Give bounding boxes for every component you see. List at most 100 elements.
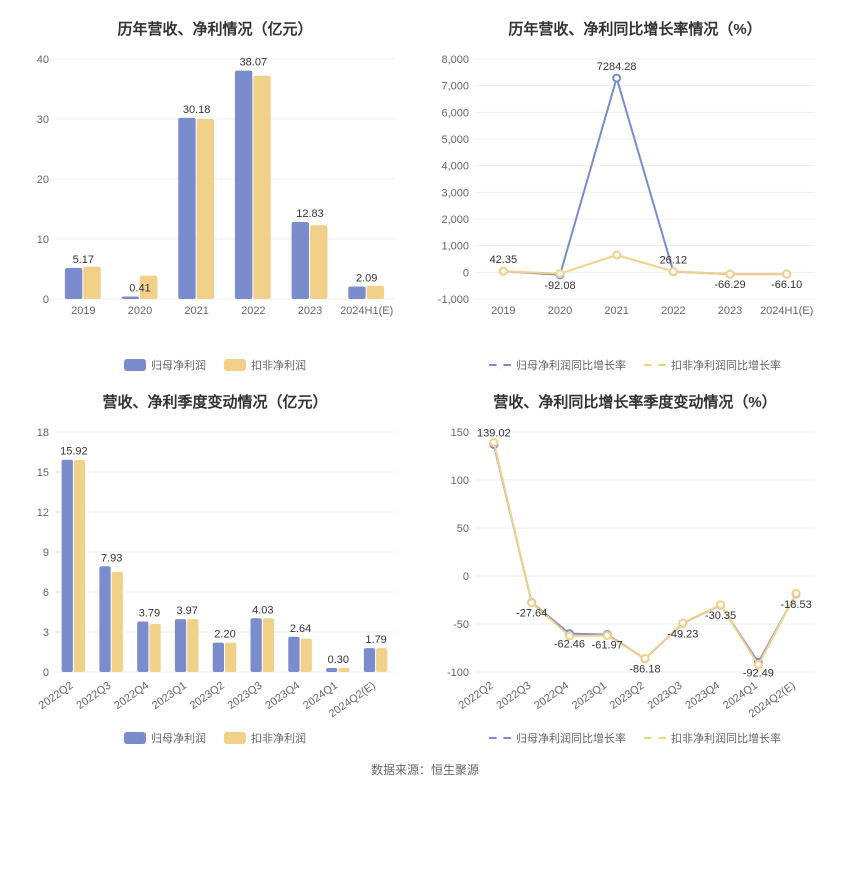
y-tick-label: 3: [43, 627, 49, 639]
legend-label: 扣非净利润: [251, 730, 306, 746]
value-label: 139.02: [477, 427, 511, 439]
line-marker: [500, 268, 507, 275]
legend-label: 归母净利润同比增长率: [516, 730, 626, 746]
bar: [225, 643, 236, 672]
x-tick-label: 2021: [184, 305, 208, 317]
chart-panel-p4: 营收、净利同比增长率季度变动情况（%）-100-500501001502022Q…: [430, 383, 840, 746]
chart-legend: 归母净利润同比增长率 扣非净利润同比增长率: [430, 357, 840, 373]
bar: [175, 619, 186, 672]
line-marker: [783, 271, 790, 278]
value-label: -86.18: [629, 664, 660, 676]
value-label: -49.23: [667, 628, 698, 640]
value-label: 26.12: [660, 255, 688, 267]
x-tick-label: 2019: [71, 305, 95, 317]
legend-swatch-icon: [124, 359, 146, 371]
line-marker: [793, 590, 800, 597]
legend-label: 扣非净利润: [251, 357, 306, 373]
value-label: 42.35: [490, 254, 518, 266]
y-tick-label: 5,000: [441, 134, 469, 146]
value-label: 0.41: [129, 283, 150, 295]
value-label: 5.17: [73, 254, 94, 266]
legend-swatch-icon: [644, 732, 666, 744]
y-tick-label: 8,000: [441, 54, 469, 66]
x-tick-label: 2020: [548, 305, 572, 317]
chart-legend: 归母净利润 扣非净利润: [10, 357, 420, 373]
y-tick-label: -50: [453, 619, 469, 631]
bar: [376, 648, 387, 672]
chart-legend: 归母净利润 扣非净利润: [10, 730, 420, 746]
bar: [338, 668, 349, 672]
bar: [253, 76, 270, 299]
x-tick-label: 2023Q1: [570, 680, 609, 712]
y-tick-label: 18: [37, 427, 49, 439]
data-source-label: 数据来源：恒生聚源: [10, 761, 840, 778]
line-marker: [679, 620, 686, 627]
y-tick-label: 150: [451, 427, 469, 439]
bar: [213, 643, 224, 672]
legend-label: 扣非净利润同比增长率: [671, 357, 781, 373]
x-tick-label: 2023Q4: [683, 680, 722, 712]
line-marker: [613, 252, 620, 259]
value-label: 38.07: [240, 57, 268, 69]
line-marker: [642, 655, 649, 662]
chart-svg: 010203040201920202021202220232024H1(E)5.…: [10, 49, 410, 349]
chart-svg: 03691215182022Q22022Q32022Q42023Q12023Q2…: [10, 422, 410, 722]
x-tick-label: 2024H1(E): [760, 305, 813, 317]
chart-svg: -100-500501001502022Q22022Q32022Q42023Q1…: [430, 422, 830, 722]
y-tick-label: 2,000: [441, 214, 469, 226]
legend-swatch-icon: [224, 732, 246, 744]
x-tick-label: 2022Q3: [74, 680, 113, 712]
x-tick-label: 2022Q2: [457, 680, 496, 712]
bar: [137, 621, 148, 672]
y-tick-label: -100: [447, 667, 469, 679]
chart-title: 营收、净利同比增长率季度变动情况（%）: [430, 391, 840, 412]
bar: [65, 268, 82, 299]
legend-label: 归母净利润: [151, 357, 206, 373]
line-marker: [717, 601, 724, 608]
value-label: -66.29: [714, 279, 745, 291]
bar: [178, 118, 195, 299]
bar: [187, 619, 198, 672]
line-marker: [528, 599, 535, 606]
chart-panel-p1: 历年营收、净利情况（亿元）010203040201920202021202220…: [10, 10, 420, 373]
line-marker: [604, 632, 611, 639]
value-label: 30.18: [183, 104, 211, 116]
legend-item: 归母净利润同比增长率: [489, 357, 626, 373]
chart-panel-p3: 营收、净利季度变动情况（亿元）03691215182022Q22022Q3202…: [10, 383, 420, 746]
y-tick-label: 0: [43, 667, 49, 679]
bar: [235, 71, 252, 299]
y-tick-label: 10: [37, 234, 49, 246]
y-tick-label: 4,000: [441, 161, 469, 173]
chart-panel-p2: 历年营收、净利同比增长率情况（%）-1,00001,0002,0003,0004…: [430, 10, 840, 373]
x-tick-label: 2022Q4: [532, 680, 571, 712]
x-tick-label: 2023Q3: [226, 680, 265, 712]
y-tick-label: 0: [43, 294, 49, 306]
chart-svg: -1,00001,0002,0003,0004,0005,0006,0007,0…: [430, 49, 830, 349]
x-tick-label: 2023: [298, 305, 322, 317]
y-tick-label: 3,000: [441, 187, 469, 199]
line-series: [494, 443, 796, 665]
bar: [122, 297, 139, 299]
bar: [301, 639, 312, 672]
y-tick-label: 7,000: [441, 81, 469, 93]
y-tick-label: -1,000: [438, 294, 469, 306]
value-label: 7284.28: [597, 61, 637, 73]
legend-label: 归母净利润: [151, 730, 206, 746]
x-tick-label: 2022Q4: [112, 680, 151, 712]
x-tick-label: 2022: [661, 305, 685, 317]
y-tick-label: 40: [37, 54, 49, 66]
bar: [74, 460, 85, 672]
legend-item: 归母净利润同比增长率: [489, 730, 626, 746]
y-tick-label: 1,000: [441, 241, 469, 253]
bar: [348, 286, 365, 299]
line-series: [503, 255, 786, 274]
x-tick-label: 2023Q2: [608, 680, 647, 712]
value-label: -62.46: [554, 639, 585, 651]
bar: [263, 618, 274, 672]
chart-title: 历年营收、净利情况（亿元）: [10, 18, 420, 39]
legend-swatch-icon: [644, 359, 666, 371]
y-tick-label: 0: [463, 571, 469, 583]
legend-swatch-icon: [124, 732, 146, 744]
bar: [83, 267, 100, 299]
x-tick-label: 2021: [604, 305, 628, 317]
